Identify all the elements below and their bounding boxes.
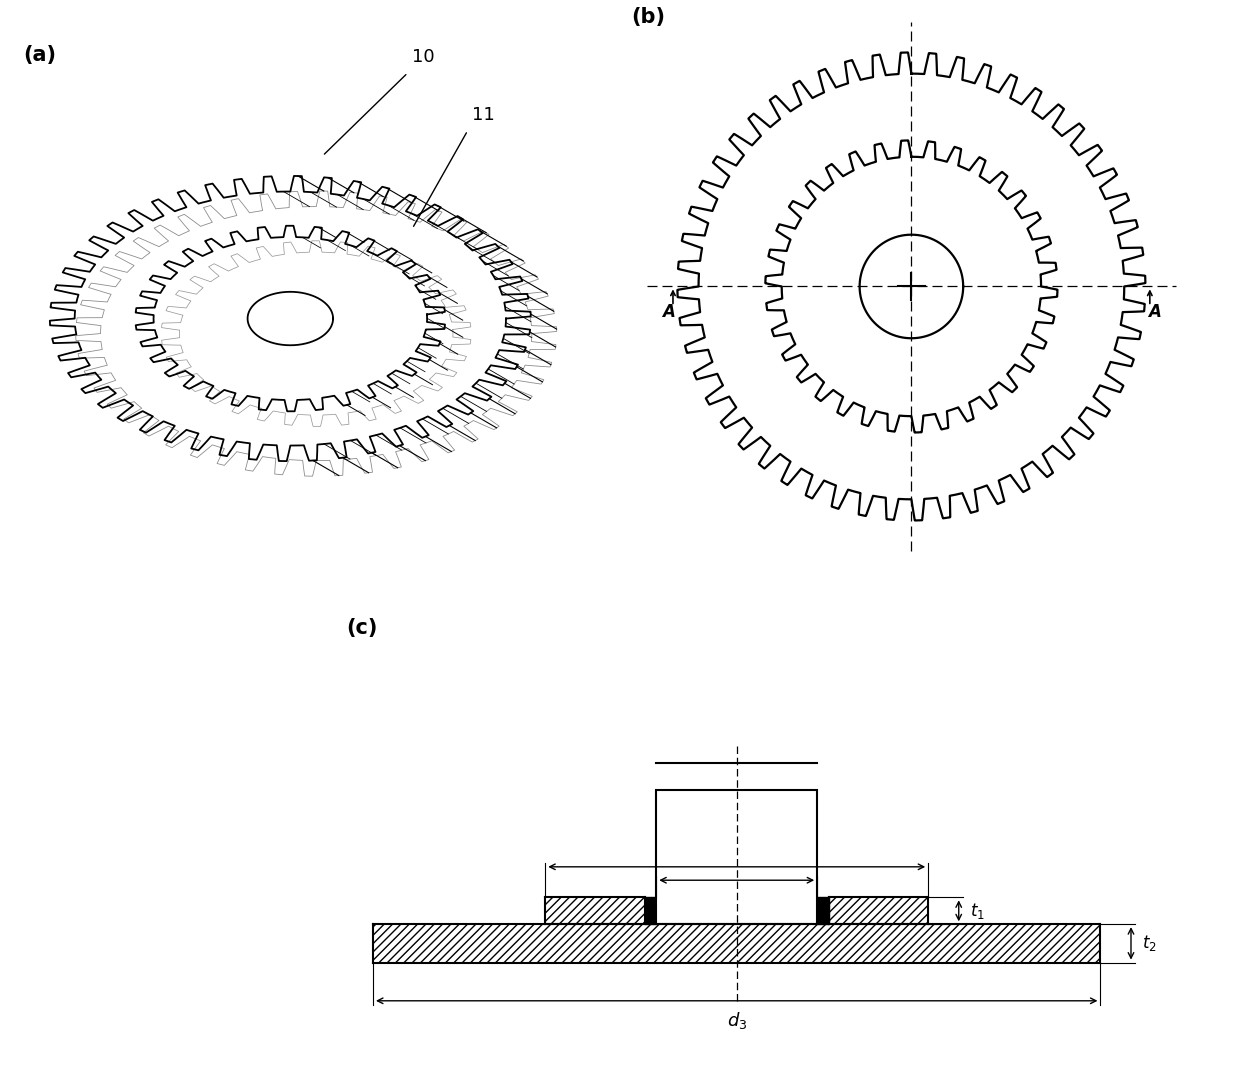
Bar — [373, 924, 1100, 962]
Text: 11: 11 — [472, 106, 495, 124]
Text: $d_1$: $d_1$ — [727, 852, 746, 873]
Text: $t_1$: $t_1$ — [970, 900, 985, 921]
Bar — [645, 897, 656, 924]
Text: $d_2$: $d_2$ — [727, 837, 746, 857]
Text: 10: 10 — [412, 49, 435, 66]
Text: (c): (c) — [346, 618, 378, 638]
Bar — [656, 790, 817, 924]
Bar — [828, 897, 928, 924]
Text: (a): (a) — [24, 45, 56, 65]
Bar — [546, 897, 645, 924]
Text: A: A — [1148, 304, 1161, 321]
Text: $d_3$: $d_3$ — [727, 1011, 746, 1031]
Text: A: A — [662, 304, 675, 321]
Bar — [817, 897, 828, 924]
Text: (b): (b) — [631, 6, 666, 27]
Text: $t_2$: $t_2$ — [1142, 933, 1157, 953]
